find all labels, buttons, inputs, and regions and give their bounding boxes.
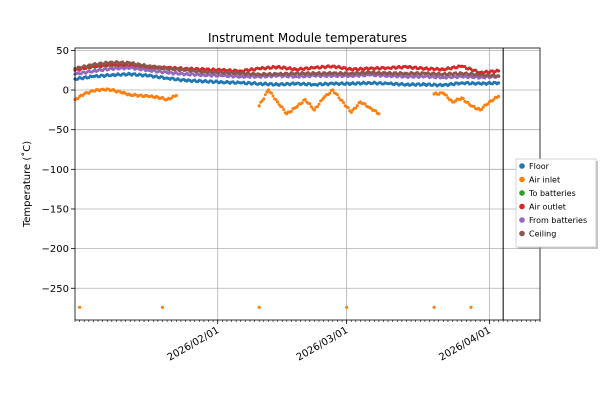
data-point: [345, 305, 349, 309]
legend-label: Air outlet: [529, 203, 566, 212]
data-point: [496, 94, 501, 98]
data-point: [275, 100, 280, 104]
y-tick-label: 0: [63, 86, 69, 97]
data-point: [377, 112, 381, 116]
data-point: [335, 93, 339, 97]
series-ceiling: [73, 60, 501, 78]
y-tick-label: −100: [42, 165, 69, 176]
data-point: [342, 101, 346, 105]
data-point: [444, 93, 448, 97]
data-point: [257, 305, 261, 309]
legend-box: [515, 158, 597, 248]
data-point: [374, 109, 378, 113]
data-point: [289, 109, 293, 113]
data-point: [496, 81, 501, 85]
data-point: [257, 104, 261, 108]
data-point: [369, 106, 373, 110]
legend-marker: [519, 176, 525, 183]
data-point: [349, 110, 353, 114]
data-point: [303, 97, 307, 102]
data-point: [262, 97, 266, 101]
legend-marker: [519, 190, 525, 196]
y-tick-label: −250: [42, 284, 69, 295]
y-tick-label: −200: [42, 244, 69, 255]
data-point: [315, 105, 319, 109]
data-point: [354, 106, 358, 110]
legend-label: Ceiling: [529, 230, 556, 239]
data-point: [346, 106, 350, 110]
data-point: [76, 97, 80, 101]
data-point: [328, 91, 332, 95]
data-point: [466, 100, 470, 104]
data-point: [355, 104, 359, 108]
data-point: [174, 93, 178, 98]
data-point: [300, 101, 304, 105]
data-point: [269, 91, 273, 95]
data-point: [263, 93, 267, 97]
data-point: [296, 104, 300, 108]
data-point: [274, 98, 278, 102]
data-point: [472, 104, 476, 108]
series-floor: [73, 71, 501, 88]
y-axis-title: Temperature (˚C): [21, 141, 33, 228]
data-point: [280, 105, 284, 109]
data-point: [309, 105, 313, 109]
y-tick-label: −150: [42, 204, 69, 215]
y-tick-label: 50: [56, 46, 69, 57]
legend-marker: [519, 203, 525, 210]
data-point: [331, 88, 335, 92]
data-point: [271, 94, 275, 98]
grid: [75, 48, 540, 320]
data-point: [461, 97, 465, 101]
data-point: [481, 105, 485, 109]
data-point: [317, 102, 321, 106]
data-point: [308, 102, 312, 106]
legend: Floor Air inlet To batteries Air outlet From…: [515, 158, 598, 249]
plot-data: [73, 60, 501, 309]
data-point: [432, 305, 436, 309]
legend-label: Air inlet: [529, 176, 560, 185]
data-point: [340, 98, 344, 102]
legend-marker: [519, 230, 525, 237]
series-air-inlet: [73, 87, 501, 309]
data-point: [160, 305, 165, 309]
data-point: [78, 305, 82, 309]
legend-label: From batteries: [529, 216, 587, 225]
legend-label: Floor: [529, 162, 550, 171]
legend-label: To batteries: [528, 189, 576, 198]
data-point: [496, 74, 501, 78]
legend-marker: [519, 163, 525, 169]
data-point: [282, 108, 286, 112]
series-air-outlet: [73, 62, 501, 75]
legend-marker: [519, 217, 525, 223]
data-point: [337, 96, 341, 100]
y-tick-label: −50: [48, 125, 69, 136]
chart-title: Instrument Module temperatures: [208, 31, 407, 45]
data-point: [312, 108, 317, 112]
data-point: [480, 107, 484, 111]
data-point: [266, 88, 270, 92]
data-point: [363, 102, 367, 106]
data-point: [496, 69, 501, 73]
data-point: [469, 305, 473, 309]
